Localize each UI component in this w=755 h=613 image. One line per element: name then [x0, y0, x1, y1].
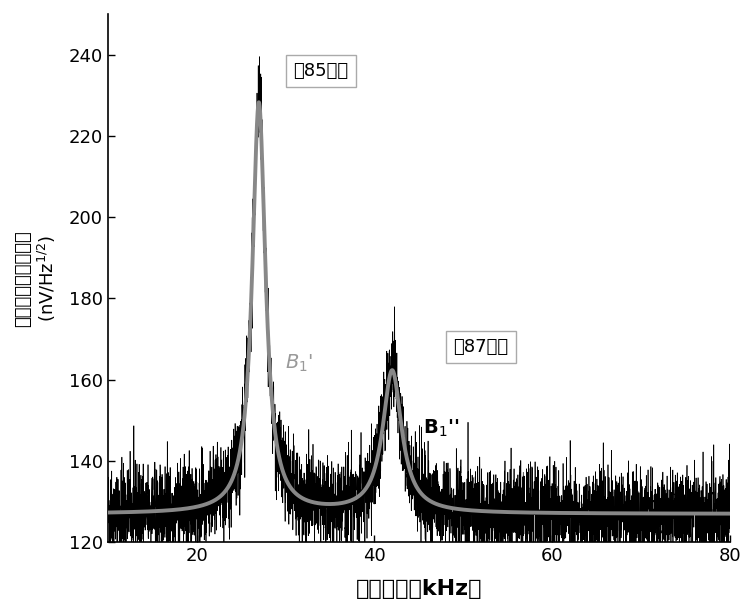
Text: B$_1$'': B$_1$'' — [423, 418, 459, 439]
Y-axis label: 自旋噪声功率谱密度
(nV/Hz$^{1/2}$): 自旋噪声功率谱密度 (nV/Hz$^{1/2}$) — [14, 230, 57, 327]
Text: B$_1$': B$_1$' — [285, 353, 313, 374]
Text: 钇87原子: 钇87原子 — [454, 338, 509, 356]
Text: 钇85原子: 钇85原子 — [294, 62, 349, 80]
X-axis label: 分析频率（kHz）: 分析频率（kHz） — [356, 579, 482, 599]
